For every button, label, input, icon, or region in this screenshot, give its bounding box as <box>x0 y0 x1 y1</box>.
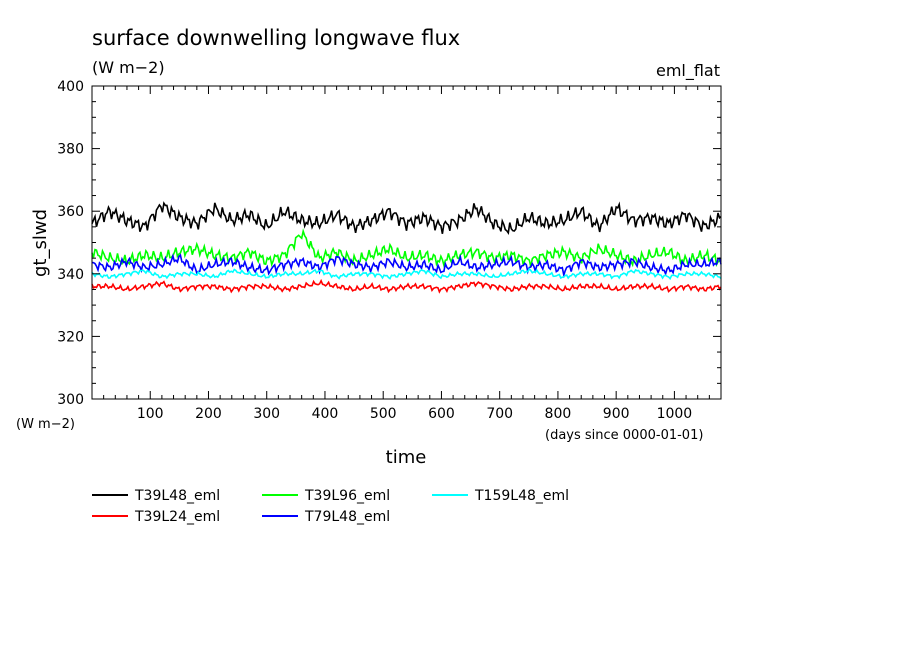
chart-annotation: eml_flat <box>656 61 720 81</box>
legend-label: T39L96_eml <box>304 488 390 504</box>
x-axis-units: (days since 0000-01-01) <box>545 428 703 443</box>
series-line-t39l48-eml <box>91 201 722 235</box>
series-line-t39l96-eml <box>91 228 722 269</box>
x-tick-label: 300 <box>253 406 280 422</box>
tick-labels: 100 200 300 400 500 600 700 800 900 1000 300 320 340… <box>57 79 692 422</box>
y-tick-label: 360 <box>57 204 84 220</box>
series-line-t79l48-eml <box>91 253 722 279</box>
legend: T39L48_eml T39L24_eml T39L96_eml T79L48_eml… <box>92 488 569 525</box>
x-tick-label: 500 <box>370 406 397 422</box>
legend-label: T79L48_eml <box>304 509 390 525</box>
axis-ticks <box>92 86 721 399</box>
x-tick-label: 800 <box>545 406 572 422</box>
y-tick-label: 300 <box>57 392 84 408</box>
plot-lines <box>91 201 722 294</box>
chart-units: (W m−2) <box>92 58 165 77</box>
plot-frame <box>91 85 722 400</box>
y-tick-label: 380 <box>57 142 84 158</box>
x-tick-label: 900 <box>603 406 630 422</box>
chart-title: surface downwelling longwave flux <box>92 26 460 50</box>
y-tick-label: 340 <box>57 267 84 283</box>
series-line-t159l48-eml <box>91 267 722 281</box>
legend-label: T159L48_eml <box>474 488 569 504</box>
series-line-t39l24-eml <box>91 278 722 294</box>
y-tick-label: 320 <box>57 329 84 345</box>
y-axis-units: (W m−2) <box>16 417 75 432</box>
legend-label: T39L48_eml <box>134 488 220 504</box>
x-tick-label: 400 <box>312 406 339 422</box>
y-axis-title: gt_slwd <box>30 209 51 277</box>
x-tick-label: 1000 <box>657 406 693 422</box>
x-tick-label: 200 <box>195 406 222 422</box>
x-axis-title: time <box>386 447 427 468</box>
x-tick-label: 700 <box>486 406 513 422</box>
x-tick-label: 600 <box>428 406 455 422</box>
legend-label: T39L24_eml <box>134 509 220 525</box>
x-tick-label: 100 <box>137 406 164 422</box>
y-tick-label: 400 <box>57 79 84 95</box>
